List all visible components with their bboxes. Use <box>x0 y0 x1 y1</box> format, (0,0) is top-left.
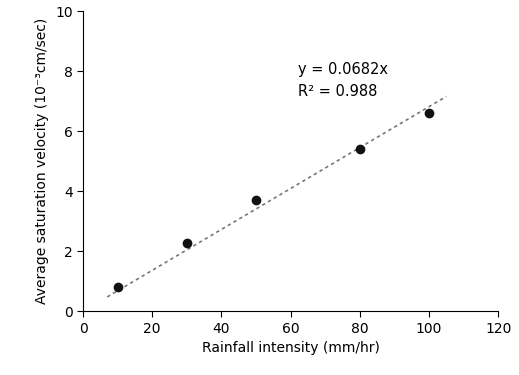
Point <box>252 196 260 202</box>
Y-axis label: Average saturation velocity (10⁻³cm/sec): Average saturation velocity (10⁻³cm/sec) <box>35 18 49 304</box>
Point <box>114 284 122 290</box>
Text: y = 0.0682x
R² = 0.988: y = 0.0682x R² = 0.988 <box>297 62 388 99</box>
Point <box>356 146 364 152</box>
Point <box>425 110 433 116</box>
X-axis label: Rainfall intensity (mm/hr): Rainfall intensity (mm/hr) <box>202 341 379 355</box>
Point <box>183 240 191 246</box>
